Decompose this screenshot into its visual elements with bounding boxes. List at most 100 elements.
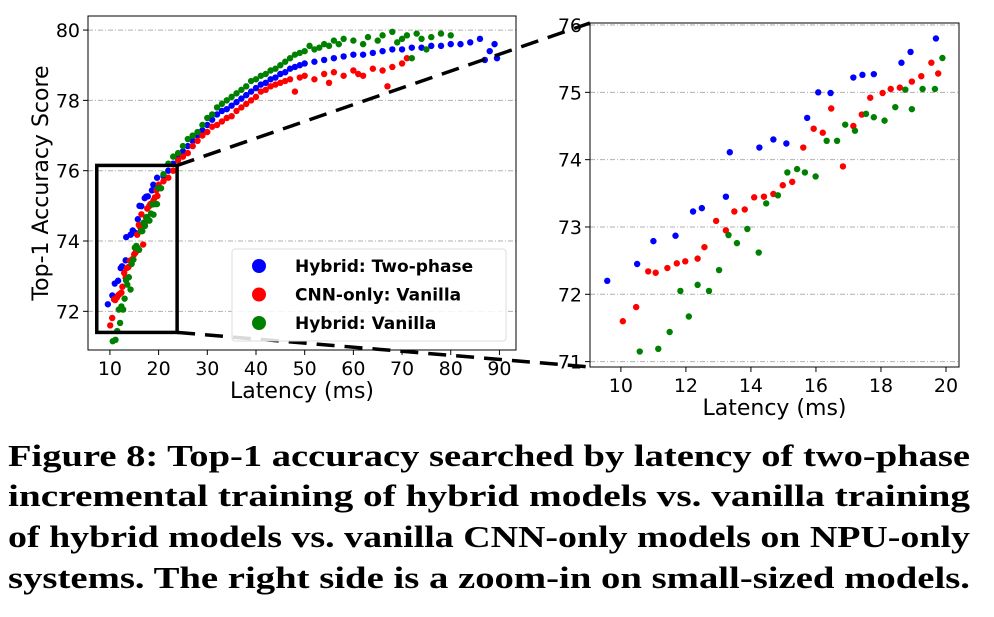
data-point bbox=[325, 42, 333, 50]
data-point bbox=[939, 54, 946, 62]
data-point bbox=[350, 37, 357, 44]
y-tick-label: 74 bbox=[558, 150, 582, 172]
y-tick-label: 72 bbox=[56, 301, 80, 323]
data-point bbox=[823, 137, 830, 145]
data-point bbox=[170, 167, 177, 174]
data-point bbox=[379, 32, 386, 39]
data-point bbox=[170, 153, 177, 160]
data-point bbox=[267, 76, 274, 83]
data-point bbox=[150, 211, 157, 218]
data-point bbox=[408, 44, 415, 51]
data-point bbox=[286, 65, 294, 72]
data-point bbox=[476, 35, 484, 43]
data-point bbox=[359, 40, 367, 48]
x-tick-label: 20 bbox=[934, 375, 958, 397]
data-point bbox=[685, 313, 693, 320]
data-point bbox=[144, 193, 151, 200]
data-point bbox=[859, 71, 866, 79]
x-tick-label: 30 bbox=[195, 358, 219, 380]
data-point bbox=[296, 62, 304, 69]
data-point bbox=[369, 65, 377, 72]
data-point bbox=[114, 277, 122, 284]
data-point bbox=[204, 121, 211, 129]
data-point bbox=[393, 39, 401, 46]
data-point bbox=[870, 114, 878, 121]
data-point bbox=[262, 70, 269, 78]
data-point bbox=[330, 37, 338, 44]
data-point bbox=[726, 149, 733, 156]
data-point bbox=[213, 111, 221, 118]
data-point bbox=[689, 208, 697, 215]
data-point bbox=[918, 72, 925, 80]
data-point bbox=[238, 86, 245, 94]
data-point bbox=[267, 67, 274, 74]
y-tick-label: 71 bbox=[558, 352, 582, 374]
legend-box bbox=[231, 248, 507, 342]
data-point bbox=[755, 249, 762, 256]
data-point bbox=[286, 76, 294, 83]
data-point bbox=[174, 156, 182, 164]
data-point bbox=[486, 47, 493, 55]
data-point bbox=[722, 193, 730, 200]
data-point bbox=[282, 69, 289, 76]
data-point bbox=[701, 243, 708, 251]
data-point bbox=[733, 239, 741, 247]
data-point bbox=[252, 93, 260, 101]
data-point bbox=[118, 289, 125, 296]
data-point bbox=[291, 88, 299, 95]
left-chart: 72 74 76 78 80 10 20 30 40 50 60 70 80 90 Latency (ms)… bbox=[29, 15, 517, 404]
data-point bbox=[919, 85, 926, 93]
data-point bbox=[301, 60, 308, 67]
data-point bbox=[247, 97, 255, 104]
data-point bbox=[320, 40, 328, 48]
data-point bbox=[908, 105, 916, 113]
data-point bbox=[330, 54, 338, 62]
data-point bbox=[174, 149, 182, 157]
data-point bbox=[228, 93, 235, 101]
data-point bbox=[296, 49, 304, 57]
data-point bbox=[243, 91, 250, 99]
data-point bbox=[184, 149, 192, 157]
data-point bbox=[779, 182, 786, 189]
data-point bbox=[146, 217, 153, 224]
data-point bbox=[124, 281, 131, 288]
x-tick-label: 10 bbox=[609, 375, 633, 397]
data-point bbox=[223, 105, 230, 113]
data-point bbox=[896, 84, 904, 91]
data-point bbox=[286, 54, 294, 62]
data-point bbox=[335, 40, 342, 48]
legend-marker bbox=[252, 287, 266, 302]
data-point bbox=[673, 260, 681, 267]
data-point bbox=[636, 348, 643, 355]
x-tick-label: 50 bbox=[293, 358, 317, 380]
data-point bbox=[604, 277, 611, 285]
data-point bbox=[833, 137, 841, 145]
data-point bbox=[139, 241, 147, 248]
data-point bbox=[672, 232, 679, 239]
data-point bbox=[359, 72, 367, 79]
data-point bbox=[783, 140, 790, 147]
x-tick-label: 10 bbox=[98, 358, 122, 380]
data-point bbox=[398, 60, 406, 67]
data-point bbox=[437, 42, 445, 50]
data-point bbox=[408, 54, 415, 62]
data-point bbox=[199, 132, 206, 139]
data-point bbox=[228, 113, 235, 120]
data-point bbox=[655, 345, 662, 353]
data-point bbox=[725, 231, 732, 239]
data-point bbox=[389, 63, 396, 71]
data-point bbox=[238, 104, 245, 111]
data-point bbox=[306, 42, 313, 50]
data-point bbox=[223, 97, 230, 104]
data-point bbox=[774, 192, 782, 199]
y-tick-label: 74 bbox=[56, 231, 80, 253]
data-point bbox=[457, 40, 464, 48]
data-point bbox=[272, 74, 279, 81]
data-point bbox=[892, 103, 899, 111]
data-point bbox=[157, 185, 165, 192]
x-tick-label: 90 bbox=[487, 358, 511, 380]
data-point bbox=[320, 56, 328, 64]
data-point bbox=[150, 181, 157, 188]
